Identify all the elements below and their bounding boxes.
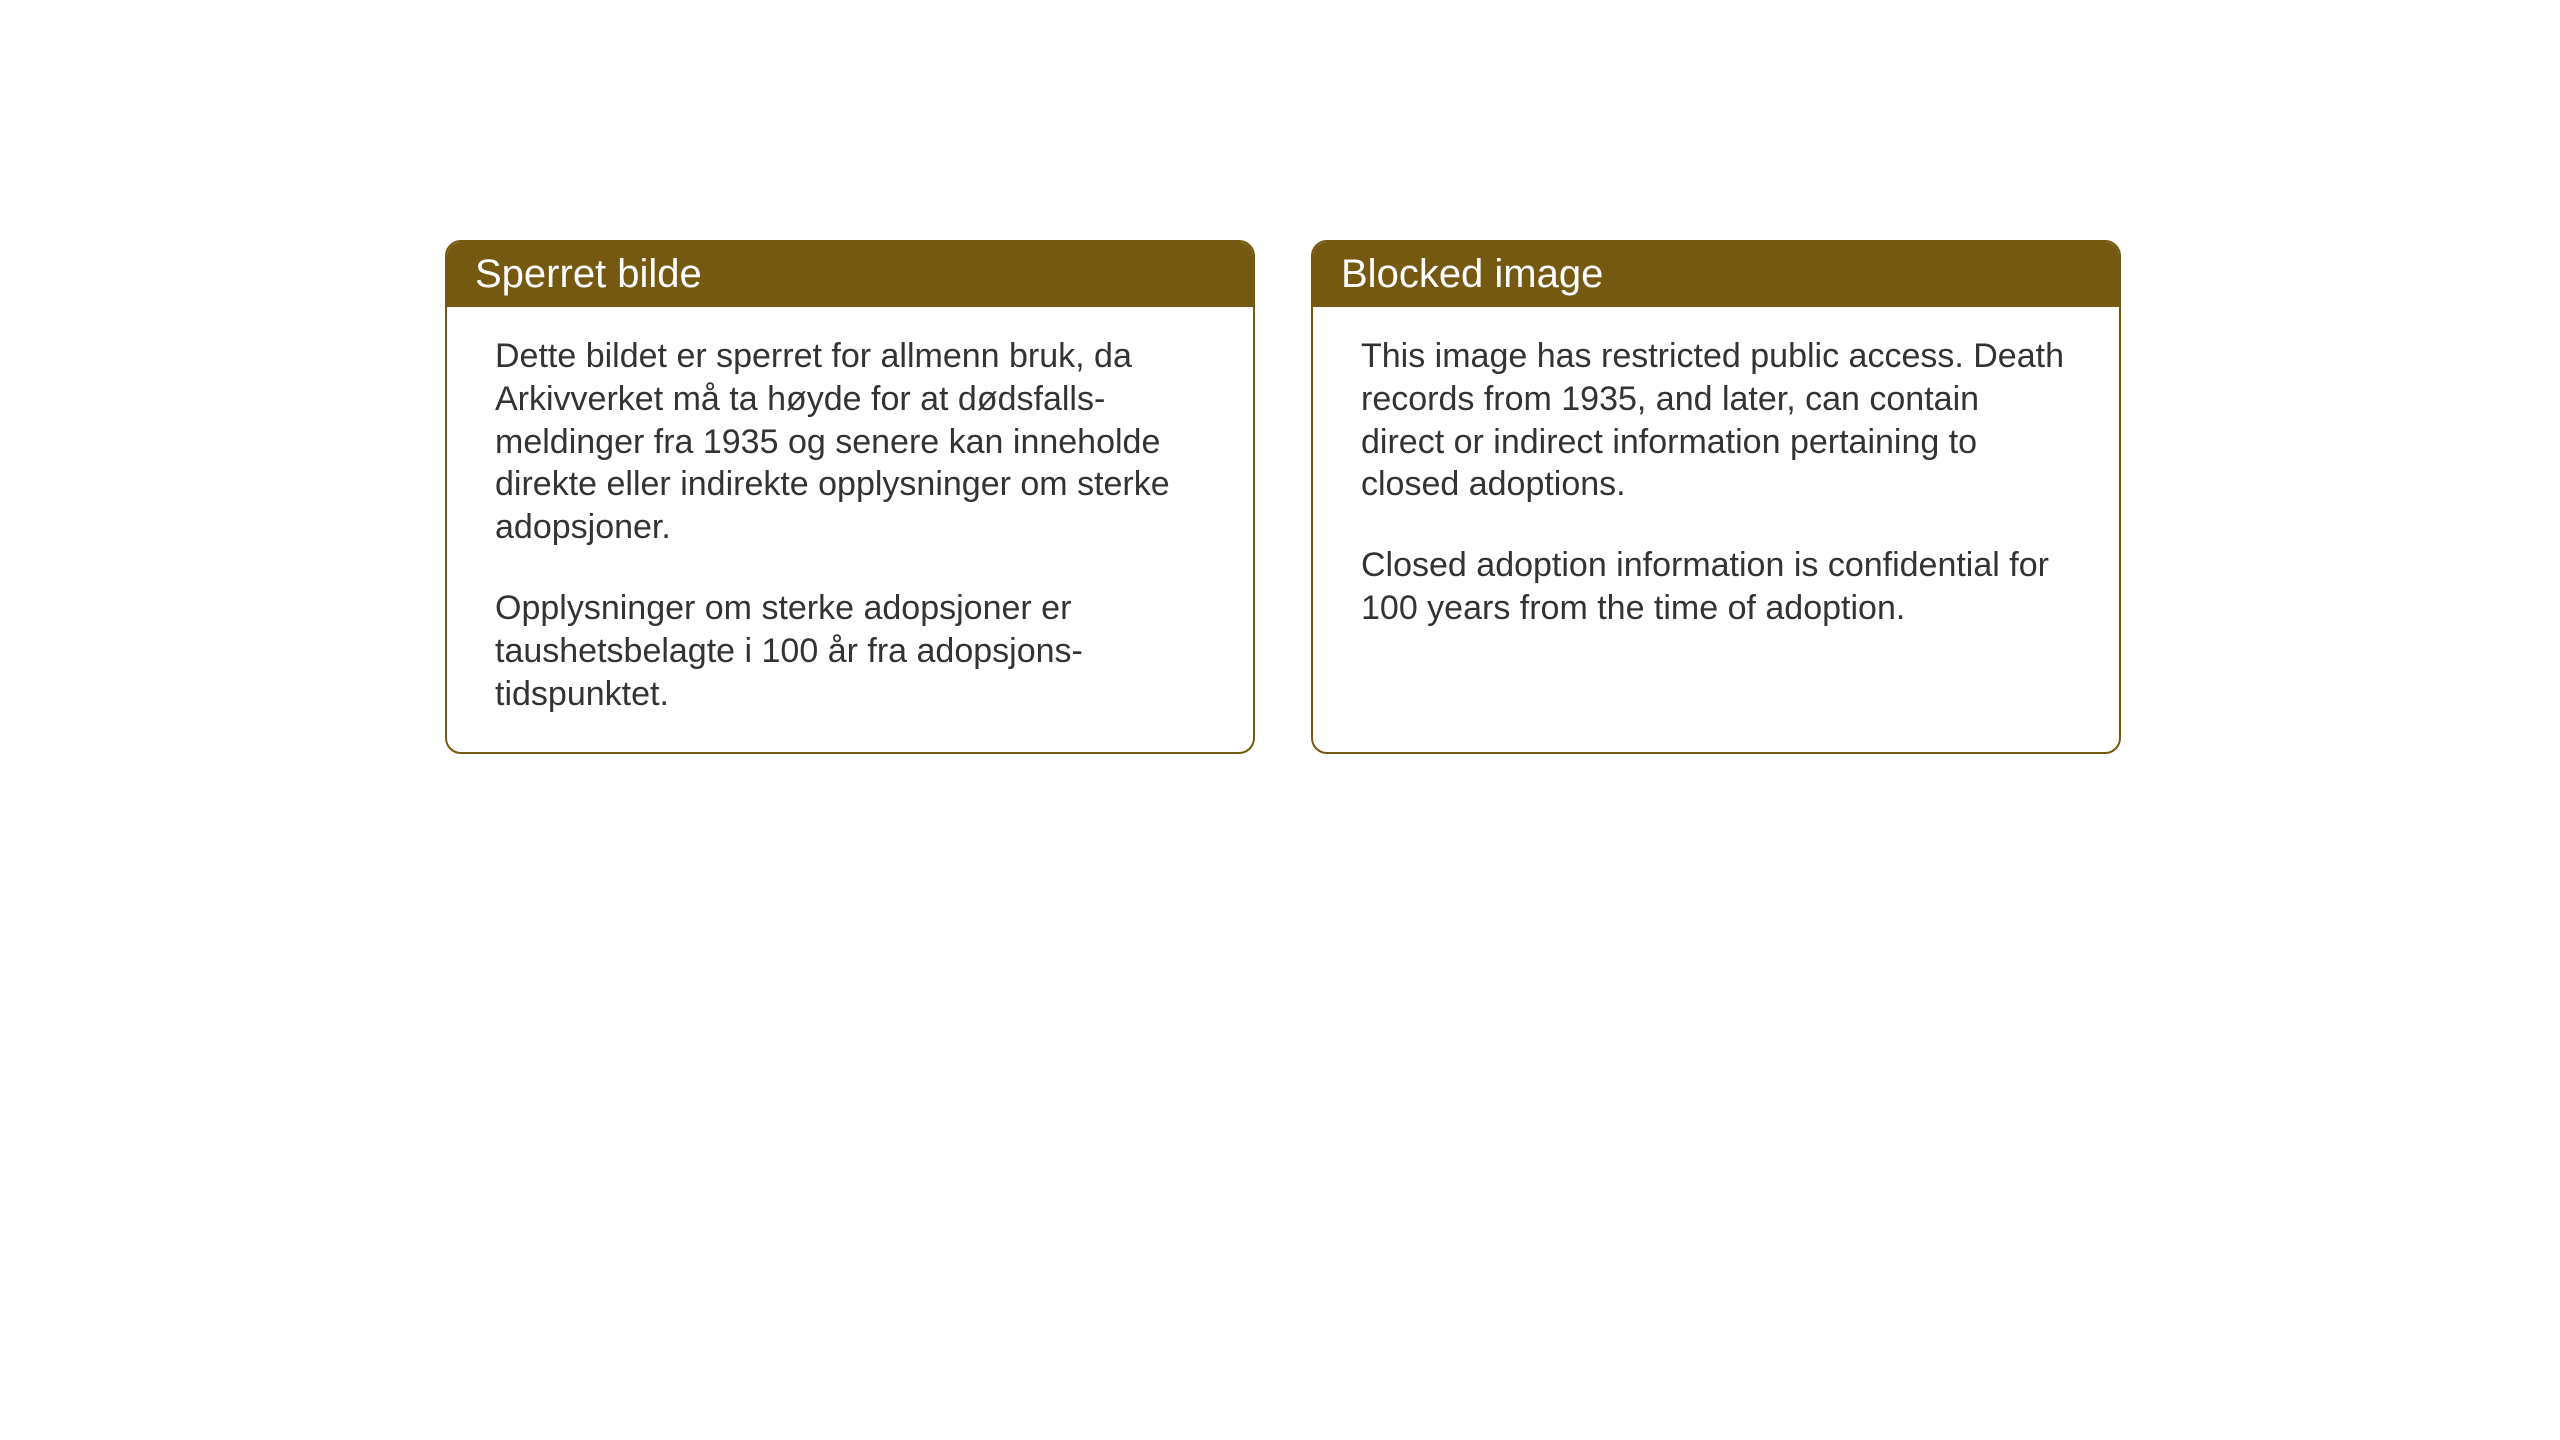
english-card-body: This image has restricted public access.… [1313, 307, 2119, 666]
english-paragraph-2: Closed adoption information is confident… [1361, 544, 2071, 630]
norwegian-card-title: Sperret bilde [447, 242, 1253, 307]
english-paragraph-1: This image has restricted public access.… [1361, 335, 2071, 506]
norwegian-paragraph-2: Opplysninger om sterke adopsjoner er tau… [495, 587, 1205, 715]
english-card-title: Blocked image [1313, 242, 2119, 307]
notice-container: Sperret bilde Dette bildet er sperret fo… [445, 240, 2121, 754]
english-notice-card: Blocked image This image has restricted … [1311, 240, 2121, 754]
norwegian-notice-card: Sperret bilde Dette bildet er sperret fo… [445, 240, 1255, 754]
norwegian-paragraph-1: Dette bildet er sperret for allmenn bruk… [495, 335, 1205, 549]
norwegian-card-body: Dette bildet er sperret for allmenn bruk… [447, 307, 1253, 752]
